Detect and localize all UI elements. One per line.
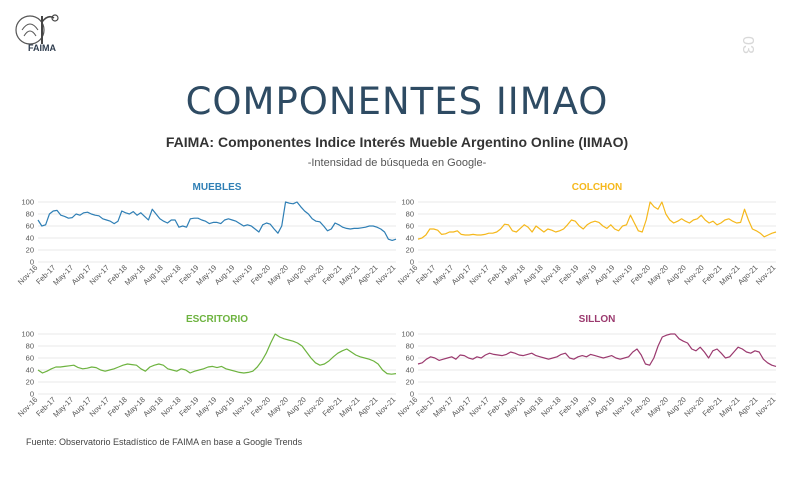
y-tick-label: 80 — [406, 342, 414, 351]
chart-panel-escritorio: ESCRITORIO020406080100Nov-16Feb-17May-17… — [16, 314, 397, 419]
y-tick-label: 20 — [406, 246, 414, 255]
series-line — [417, 201, 777, 240]
y-tick-label: 0 — [410, 258, 414, 267]
x-tick-label: Nov-21 — [374, 263, 397, 286]
x-tick-label: Nov-21 — [754, 395, 777, 418]
chart-panel-muebles: MUEBLES020406080100Nov-16Feb-17May-17Aug… — [16, 182, 397, 287]
logo-text: FAIMA — [28, 43, 56, 53]
page-title: COMPONENTES IIMAO — [185, 80, 609, 123]
y-tick-label: 40 — [26, 234, 34, 243]
y-tick-label: 20 — [26, 246, 34, 255]
x-tick-label: Nov-17 — [88, 263, 111, 286]
y-tick-label: 0 — [30, 258, 34, 267]
x-tick-label: Nov-17 — [468, 395, 491, 418]
panel-title: ESCRITORIO — [186, 314, 248, 325]
chart-title: FAIMA: Componentes Indice Interés Mueble… — [165, 134, 629, 150]
x-tick-label: Nov-21 — [754, 263, 777, 286]
series-line — [37, 201, 397, 242]
panel-title: COLCHON — [572, 182, 623, 193]
series-line — [37, 333, 397, 375]
y-tick-label: 20 — [406, 378, 414, 387]
y-tick-label: 80 — [406, 210, 414, 219]
y-tick-label: 40 — [406, 366, 414, 375]
panel-title: SILLON — [579, 314, 616, 325]
y-tick-label: 0 — [30, 390, 34, 399]
source-note: Fuente: Observatorio Estadístico de FAIM… — [26, 437, 303, 447]
y-tick-label: 100 — [21, 198, 34, 207]
chart-panel-colchon: COLCHON020406080100Nov-16Feb-17May-17Aug… — [396, 182, 777, 287]
page-number: 03 — [738, 36, 756, 54]
y-tick-label: 60 — [406, 354, 414, 363]
chart-panel-sillon: SILLON020406080100Nov-16Feb-17May-17Aug-… — [396, 314, 777, 419]
y-tick-label: 60 — [26, 222, 34, 231]
y-tick-label: 60 — [406, 222, 414, 231]
series-line — [417, 333, 777, 367]
x-tick-label: Nov-17 — [468, 263, 491, 286]
y-tick-label: 100 — [401, 330, 414, 339]
x-tick-label: Nov-17 — [88, 395, 111, 418]
faima-logo — [15, 14, 59, 45]
chart-subtitle: -Intensidad de búsqueda en Google- — [307, 157, 487, 169]
y-tick-label: 60 — [26, 354, 34, 363]
y-tick-label: 40 — [26, 366, 34, 375]
y-tick-label: 100 — [401, 198, 414, 207]
y-tick-label: 0 — [410, 390, 414, 399]
y-tick-label: 40 — [406, 234, 414, 243]
y-tick-label: 100 — [21, 330, 34, 339]
y-tick-label: 20 — [26, 378, 34, 387]
y-tick-label: 80 — [26, 342, 34, 351]
y-tick-label: 80 — [26, 210, 34, 219]
panel-title: MUEBLES — [193, 182, 242, 193]
x-tick-label: Nov-21 — [374, 395, 397, 418]
